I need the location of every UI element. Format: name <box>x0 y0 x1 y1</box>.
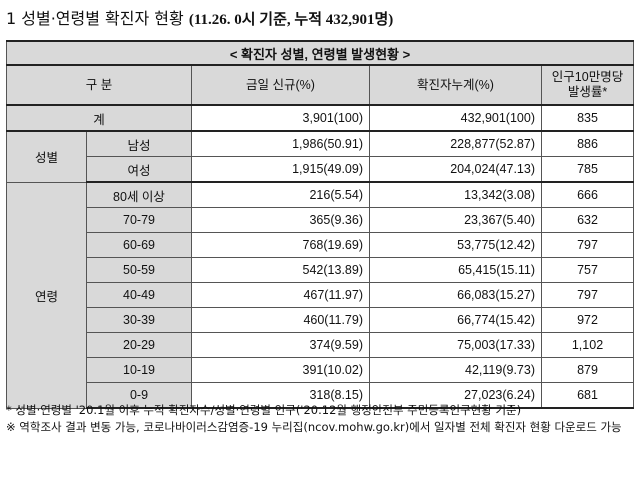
header-new: 금일 신규(%) <box>191 64 370 106</box>
row-rate: 879 <box>540 357 635 383</box>
row-cumulative: 228,877(52.87) <box>369 130 542 157</box>
row-new: 216(5.54) <box>191 181 370 208</box>
row-cumulative: 42,119(9.73) <box>369 357 542 383</box>
row-label: 40-49 <box>86 282 192 308</box>
row-cumulative: 53,775(12.42) <box>369 232 542 258</box>
total-rate: 835 <box>540 104 635 132</box>
table-row: 20-29 374(9.59) 75,003(17.33) 1,102 <box>7 332 635 358</box>
row-cumulative: 13,342(3.08) <box>369 181 542 208</box>
total-cumulative: 432,901(100) <box>369 104 542 132</box>
title-main: 1 성별·연령별 확진자 현황 <box>6 9 184 28</box>
table-row: 연령 80세 이상 216(5.54) 13,342(3.08) 666 <box>6 181 635 409</box>
row-cumulative: 65,415(15.11) <box>369 257 542 283</box>
row-label: 여성 <box>86 156 192 183</box>
table-row: 70-79 365(9.36) 23,367(5.40) 632 <box>7 207 635 233</box>
row-new: 365(9.36) <box>191 207 370 233</box>
row-rate: 681 <box>540 382 635 409</box>
header-rate: 인구10만명당 발생률* <box>540 64 635 106</box>
row-rate: 797 <box>540 232 635 258</box>
row-rate: 632 <box>540 207 635 233</box>
row-label: 20-29 <box>86 332 192 358</box>
table-row: 40-49 467(11.97) 66,083(15.27) 797 <box>7 282 635 308</box>
table-row: 50-59 542(13.89) 65,415(15.11) 757 <box>7 257 635 283</box>
row-label: 남성 <box>86 130 192 157</box>
row-new: 1,986(50.91) <box>191 130 370 157</box>
footnote-download: ※ 역학조사 결과 변동 가능, 코로나바이러스감염증-19 누리집(ncov.… <box>6 420 622 434</box>
footnote-population: * 성별·연령별 '20.1월 이후 누적 확진자수/성별·연령별 인구('20… <box>6 403 522 417</box>
row-cumulative: 27,023(6.24) <box>369 382 542 409</box>
row-cumulative: 204,024(47.13) <box>369 156 542 183</box>
header-cumulative: 확진자누계(%) <box>369 64 542 106</box>
age-group-label: 연령 <box>6 181 87 409</box>
row-cumulative: 66,774(15.42) <box>369 307 542 333</box>
row-cumulative: 75,003(17.33) <box>369 332 542 358</box>
row-cumulative: 66,083(15.27) <box>369 282 542 308</box>
total-row: 계 3,901(100) 432,901(100) 835 <box>6 104 635 132</box>
row-rate: 785 <box>540 156 635 183</box>
row-new: 467(11.97) <box>191 282 370 308</box>
footnotes: * 성별·연령별 '20.1월 이후 누적 확진자수/성별·연령별 인구('20… <box>6 402 636 436</box>
row-rate: 1,102 <box>540 332 635 358</box>
row-new: 768(19.69) <box>191 232 370 258</box>
row-new: 542(13.89) <box>191 257 370 283</box>
total-new: 3,901(100) <box>191 104 370 132</box>
row-new: 460(11.79) <box>191 307 370 333</box>
gender-group-label: 성별 <box>6 130 87 183</box>
table-row: 여성 1,915(49.09) 204,024(47.13) 785 <box>7 156 635 183</box>
row-new: 391(10.02) <box>191 357 370 383</box>
header-category: 구 분 <box>6 64 192 106</box>
row-label: 60-69 <box>86 232 192 258</box>
row-label: 80세 이상 <box>86 181 192 208</box>
row-cumulative: 23,367(5.40) <box>369 207 542 233</box>
row-rate: 757 <box>540 257 635 283</box>
row-label: 50-59 <box>86 257 192 283</box>
row-label: 10-19 <box>86 357 192 383</box>
row-rate: 797 <box>540 282 635 308</box>
title-subtitle: (11.26. 0시 기준, 누적 432,901명) <box>188 12 394 28</box>
row-rate: 886 <box>540 130 635 157</box>
confirmed-cases-table: < 확진자 성별, 연령별 발생현황 > 구 분 금일 신규(%) 확진자누계(… <box>5 40 635 409</box>
table-caption: < 확진자 성별, 연령별 발생현황 > <box>5 40 635 66</box>
row-label: 0-9 <box>86 382 192 409</box>
page-title: 1 성별·연령별 확진자 현황 (11.26. 0시 기준, 누적 432,90… <box>6 8 636 31</box>
total-label: 계 <box>6 104 192 132</box>
table-row: 60-69 768(19.69) 53,775(12.42) 797 <box>7 232 635 258</box>
row-rate: 666 <box>540 181 635 208</box>
row-new: 374(9.59) <box>191 332 370 358</box>
row-new: 318(8.15) <box>191 382 370 409</box>
table-row: 30-39 460(11.79) 66,774(15.42) 972 <box>7 307 635 333</box>
table-row: 성별 남성 1,986(50.91) 228,877(52.87) 886 <box>6 130 635 183</box>
row-label: 70-79 <box>86 207 192 233</box>
row-rate: 972 <box>540 307 635 333</box>
table-row: 10-19 391(10.02) 42,119(9.73) 879 <box>7 357 635 383</box>
row-label: 30-39 <box>86 307 192 333</box>
row-new: 1,915(49.09) <box>191 156 370 183</box>
table-row: 0-9 318(8.15) 27,023(6.24) 681 <box>7 382 635 409</box>
